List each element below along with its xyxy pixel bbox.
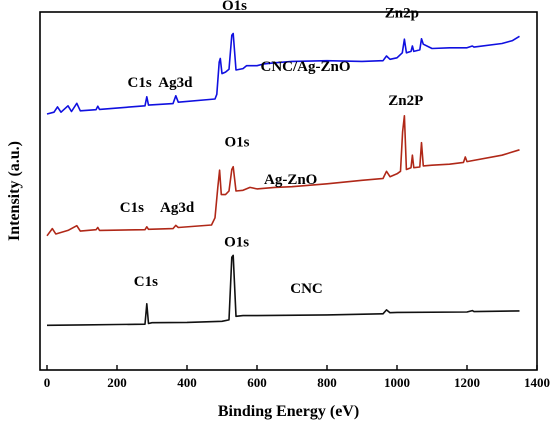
x-axis-label: Binding Energy (eV)	[218, 403, 359, 420]
annotation-layer: O1s Zn2p C1s Ag3d CNC/Ag-ZnO Zn2P O1s C1s Ag3d Ag…	[120, 0, 423, 297]
peak-annotation: Ag3d	[160, 200, 195, 216]
x-tick-label: 1400	[524, 375, 550, 390]
x-tick-label: 800	[317, 375, 337, 390]
plot-frame	[39, 11, 538, 371]
peak-annotation: O1s	[222, 0, 247, 14]
x-tick-label: 1200	[454, 375, 480, 390]
peak-annotation: Zn2P	[388, 93, 423, 109]
x-tick-label: 600	[247, 375, 267, 390]
series-layer	[46, 32, 520, 327]
series-line-1	[46, 32, 520, 115]
peak-annotation: CNC	[290, 281, 323, 297]
x-tick-label: 0	[44, 375, 51, 390]
x-tick-label: 1000	[384, 375, 410, 390]
peak-annotation: Ag3d	[158, 75, 193, 91]
peak-annotation: C1s	[134, 274, 158, 290]
peak-annotation: O1s	[224, 234, 249, 250]
peak-annotation: Zn2p	[385, 5, 419, 21]
peak-annotation: O1s	[224, 134, 249, 150]
x-tick-label: 400	[177, 375, 197, 390]
peak-annotation: C1s	[128, 75, 152, 91]
series-line-2	[46, 115, 520, 237]
x-tick-label: 200	[107, 375, 127, 390]
peak-annotation: CNC/Ag-ZnO	[261, 59, 351, 75]
peak-annotation: C1s	[120, 200, 144, 216]
series-line-3	[46, 254, 520, 327]
y-axis-label: Intensity (a.u.)	[6, 141, 23, 241]
peak-annotation: Ag-ZnO	[264, 172, 317, 188]
x-axis-ticks: 0 200 400 600 800 1000 1200 1400	[44, 365, 550, 390]
